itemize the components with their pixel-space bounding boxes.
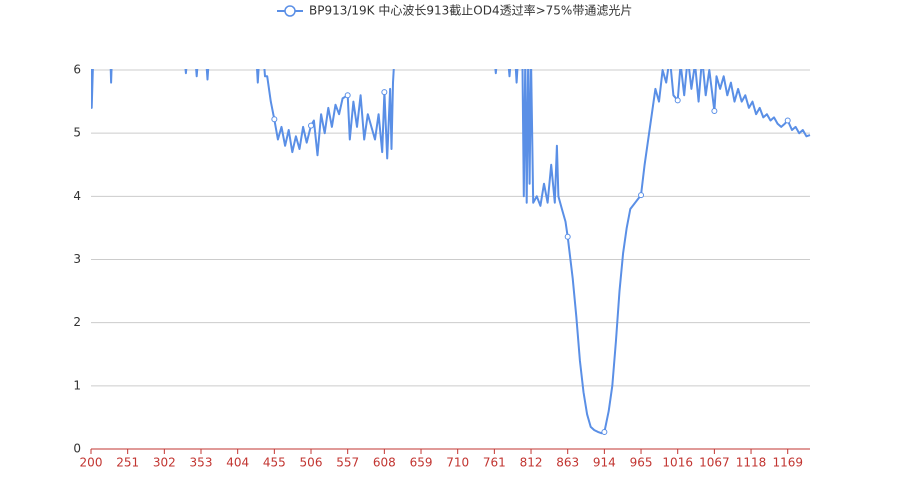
x-tick-label: 710 [446, 456, 469, 470]
x-tick-label: 404 [226, 456, 249, 470]
y-tick-label: 5 [73, 126, 81, 140]
x-tick-label: 659 [410, 456, 433, 470]
legend-symbol [284, 5, 296, 17]
y-tick-label: 0 [73, 442, 81, 456]
data-point [601, 428, 608, 435]
data-point [344, 92, 351, 99]
x-tick-label: 812 [520, 456, 543, 470]
x-tick-label: 455 [263, 456, 286, 470]
x-tick-label: 761 [483, 456, 506, 470]
x-tick-label: 200 [80, 456, 103, 470]
data-point [784, 117, 791, 124]
data-point [271, 116, 278, 123]
x-tick-label: 302 [153, 456, 176, 470]
x-tick-label: 251 [116, 456, 139, 470]
data-point [711, 108, 718, 115]
data-point [308, 122, 315, 129]
x-tick-label: 1016 [662, 456, 693, 470]
x-tick-label: 1118 [736, 456, 767, 470]
data-point [381, 89, 388, 96]
x-tick-label: 965 [630, 456, 653, 470]
x-tick-label: 1067 [699, 456, 730, 470]
x-tick-label: 914 [593, 456, 616, 470]
x-tick-label: 863 [556, 456, 579, 470]
y-tick-label: 2 [73, 315, 81, 329]
x-tick-label: 353 [190, 456, 213, 470]
data-point [564, 233, 571, 240]
x-tick-label: 506 [300, 456, 323, 470]
x-tick-label: 608 [373, 456, 396, 470]
y-tick-label: 1 [73, 378, 81, 392]
y-tick-label: 3 [73, 252, 81, 266]
data-point [638, 192, 645, 199]
y-tick-label: 6 [73, 63, 81, 77]
series-line [91, 69, 811, 435]
y-tick-label: 4 [73, 189, 81, 203]
x-tick-label: 557 [336, 456, 359, 470]
plot-area [91, 69, 811, 435]
x-tick-label: 1169 [772, 456, 803, 470]
legend-label[interactable]: BP913/19K 中心波长913截止OD4透过率>75%带通滤光片 [309, 3, 632, 18]
data-point [674, 97, 681, 104]
